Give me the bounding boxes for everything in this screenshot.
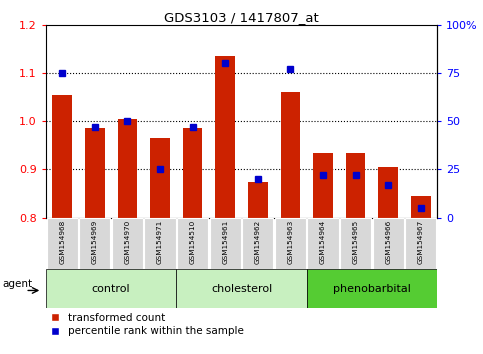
Bar bbox=[275, 218, 306, 269]
Bar bbox=[248, 182, 268, 218]
Bar bbox=[118, 119, 137, 218]
Bar bbox=[281, 92, 300, 218]
Text: GSM154968: GSM154968 bbox=[59, 220, 65, 264]
Bar bbox=[46, 218, 78, 269]
Text: GSM154510: GSM154510 bbox=[190, 220, 196, 264]
Text: GSM154969: GSM154969 bbox=[92, 220, 98, 264]
Text: GSM154962: GSM154962 bbox=[255, 220, 261, 264]
Text: GSM154965: GSM154965 bbox=[353, 220, 358, 264]
Text: phenobarbital: phenobarbital bbox=[333, 284, 411, 293]
Bar bbox=[176, 269, 307, 308]
Bar bbox=[46, 269, 176, 308]
Text: agent: agent bbox=[2, 279, 32, 289]
Bar bbox=[215, 56, 235, 218]
Text: GSM154970: GSM154970 bbox=[125, 220, 130, 264]
Text: cholesterol: cholesterol bbox=[211, 284, 272, 293]
Bar bbox=[53, 95, 72, 218]
Bar bbox=[112, 218, 143, 269]
Text: control: control bbox=[92, 284, 130, 293]
Bar bbox=[144, 218, 176, 269]
Title: GDS3103 / 1417807_at: GDS3103 / 1417807_at bbox=[164, 11, 319, 24]
Bar bbox=[405, 218, 437, 269]
Legend: transformed count, percentile rank within the sample: transformed count, percentile rank withi… bbox=[51, 313, 243, 336]
Bar bbox=[85, 129, 105, 218]
Text: GSM154967: GSM154967 bbox=[418, 220, 424, 264]
Bar bbox=[313, 153, 333, 218]
Bar bbox=[79, 218, 111, 269]
Bar bbox=[372, 218, 404, 269]
Bar bbox=[150, 138, 170, 218]
Text: GSM154964: GSM154964 bbox=[320, 220, 326, 264]
Bar bbox=[346, 153, 365, 218]
Text: GSM154961: GSM154961 bbox=[222, 220, 228, 264]
Bar bbox=[210, 218, 241, 269]
Text: GSM154966: GSM154966 bbox=[385, 220, 391, 264]
Bar bbox=[379, 167, 398, 218]
Bar bbox=[411, 196, 431, 218]
Bar bbox=[307, 218, 339, 269]
Bar bbox=[307, 269, 437, 308]
Bar bbox=[177, 218, 208, 269]
Bar bbox=[183, 129, 202, 218]
Text: GSM154971: GSM154971 bbox=[157, 220, 163, 264]
Text: GSM154963: GSM154963 bbox=[287, 220, 293, 264]
Bar bbox=[340, 218, 371, 269]
Bar bbox=[242, 218, 273, 269]
